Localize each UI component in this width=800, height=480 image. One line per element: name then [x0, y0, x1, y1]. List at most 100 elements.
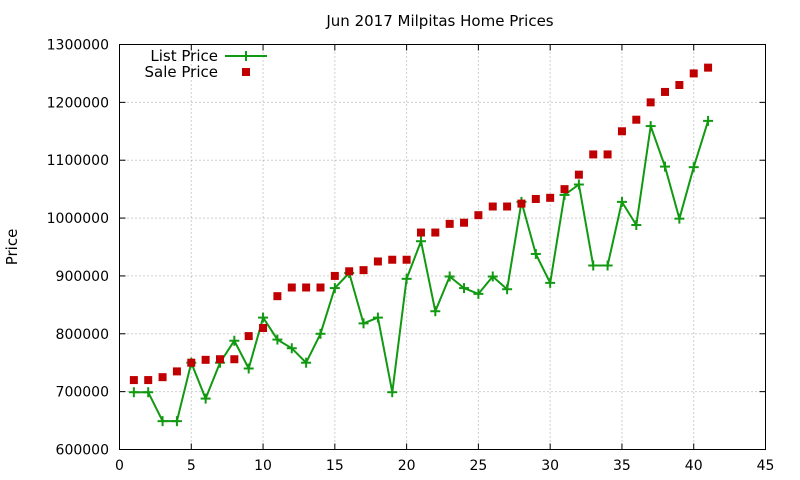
- legend-label: Sale Price: [145, 63, 218, 81]
- grid-lines: [119, 44, 766, 450]
- x-tick-label: 40: [685, 458, 703, 474]
- sale-price-point: [546, 193, 555, 202]
- x-tick-label: 5: [187, 458, 196, 474]
- sale-price-point: [129, 376, 138, 385]
- sale-price-point: [316, 283, 325, 292]
- x-tick-label: 15: [326, 458, 344, 474]
- list-price-point: [459, 283, 470, 294]
- y-tick-label: 800000: [56, 327, 109, 343]
- list-price-point: [688, 162, 699, 173]
- y-axis-label: Price: [3, 229, 21, 266]
- legend-label: List Price: [150, 47, 218, 65]
- sale-price-point: [158, 373, 167, 382]
- sale-price-point: [402, 255, 411, 264]
- sale-price-point: [345, 267, 354, 276]
- sale-price-point: [675, 81, 684, 89]
- x-tick-label: 30: [541, 458, 559, 474]
- sale-price-point: [230, 355, 239, 364]
- list-price-point: [487, 271, 498, 282]
- sale-price-point: [388, 255, 397, 264]
- sale-price-point: [287, 283, 296, 292]
- list-price-point: [631, 220, 642, 231]
- y-tick-label: 1200000: [47, 95, 109, 111]
- list-price-point: [301, 357, 312, 368]
- sale-price-point: [330, 271, 339, 280]
- list-price-point: [502, 284, 513, 295]
- sale-price-point: [460, 218, 469, 227]
- x-tick-label: 0: [115, 458, 124, 474]
- sale-price-point: [187, 358, 196, 367]
- sale-price-point: [646, 98, 655, 107]
- list-price-point: [444, 271, 455, 282]
- y-tick-label: 900000: [56, 269, 109, 285]
- sale-price-point: [632, 115, 641, 124]
- sale-price-point: [517, 199, 526, 208]
- sale-price-point: [488, 202, 497, 211]
- list-price-point: [602, 260, 613, 271]
- sale-price-point: [704, 63, 713, 72]
- legend-square-marker: [242, 68, 250, 76]
- list-price-point: [703, 115, 714, 126]
- list-price-point: [286, 343, 297, 354]
- sale-price-point: [617, 127, 626, 136]
- sale-price-point: [474, 211, 483, 220]
- list-price-point: [229, 335, 240, 346]
- list-price-point: [329, 283, 340, 294]
- list-price-point: [430, 306, 441, 317]
- list-price-point: [200, 393, 211, 404]
- sale-price-point: [359, 266, 368, 275]
- x-tick-label: 25: [469, 458, 487, 474]
- sale-price-point: [244, 332, 253, 341]
- list-price-point: [530, 248, 541, 259]
- x-tick-label: 20: [398, 458, 416, 474]
- x-tick-label: 35: [613, 458, 631, 474]
- list-price-point: [674, 213, 685, 224]
- list-price-line: [133, 120, 710, 423]
- list-price-point: [258, 312, 269, 323]
- list-price-point: [660, 161, 671, 172]
- list-price-point: [372, 312, 383, 323]
- x-tick-label: 45: [757, 458, 775, 474]
- list-price-point: [616, 196, 627, 207]
- sale-price-point: [431, 228, 440, 237]
- y-tick-label: 700000: [56, 385, 109, 401]
- list-price-point: [243, 363, 254, 374]
- list-price-point: [128, 387, 139, 398]
- sale-price-point: [560, 185, 569, 194]
- x-tick-label: 10: [254, 458, 272, 474]
- sale-price-point: [416, 228, 425, 237]
- sale-price-point: [215, 355, 224, 364]
- sale-price-point: [603, 150, 612, 159]
- sale-price-point: [689, 69, 698, 78]
- list-price-point: [358, 318, 369, 329]
- list-price-point: [545, 277, 556, 288]
- legend-plus-marker: [241, 51, 251, 61]
- sale-price-point: [445, 219, 454, 228]
- sale-price-point: [503, 202, 512, 211]
- list-price-point: [473, 288, 484, 299]
- sale-price-point: [574, 170, 583, 179]
- sale-price-point: [302, 283, 311, 292]
- list-price-point: [315, 328, 326, 339]
- chart-title: Jun 2017 Milpitas Home Prices: [325, 12, 553, 30]
- sale-price-point: [373, 257, 382, 266]
- list-price-point: [387, 387, 398, 398]
- sale-price-point: [201, 355, 210, 364]
- list-price-point: [143, 387, 154, 398]
- sale-price-point: [531, 194, 540, 203]
- tick-labels: 0 5 10 15 20 25 30 35 40 45 600000 700000 800000 9000…: [47, 38, 775, 475]
- sale-price-point: [589, 150, 598, 159]
- sale-price-point: [273, 292, 282, 301]
- y-tick-label: 600000: [56, 443, 109, 459]
- y-tick-label: 1300000: [47, 38, 109, 54]
- list-price-point: [645, 121, 656, 132]
- list-price-point: [272, 334, 283, 345]
- list-price-point: [171, 416, 182, 427]
- sale-price-point: [259, 324, 268, 332]
- y-tick-label: 1100000: [47, 153, 109, 169]
- y-tick-label: 1000000: [47, 211, 109, 227]
- list-price-point: [157, 416, 168, 427]
- sale-price-point: [172, 367, 181, 376]
